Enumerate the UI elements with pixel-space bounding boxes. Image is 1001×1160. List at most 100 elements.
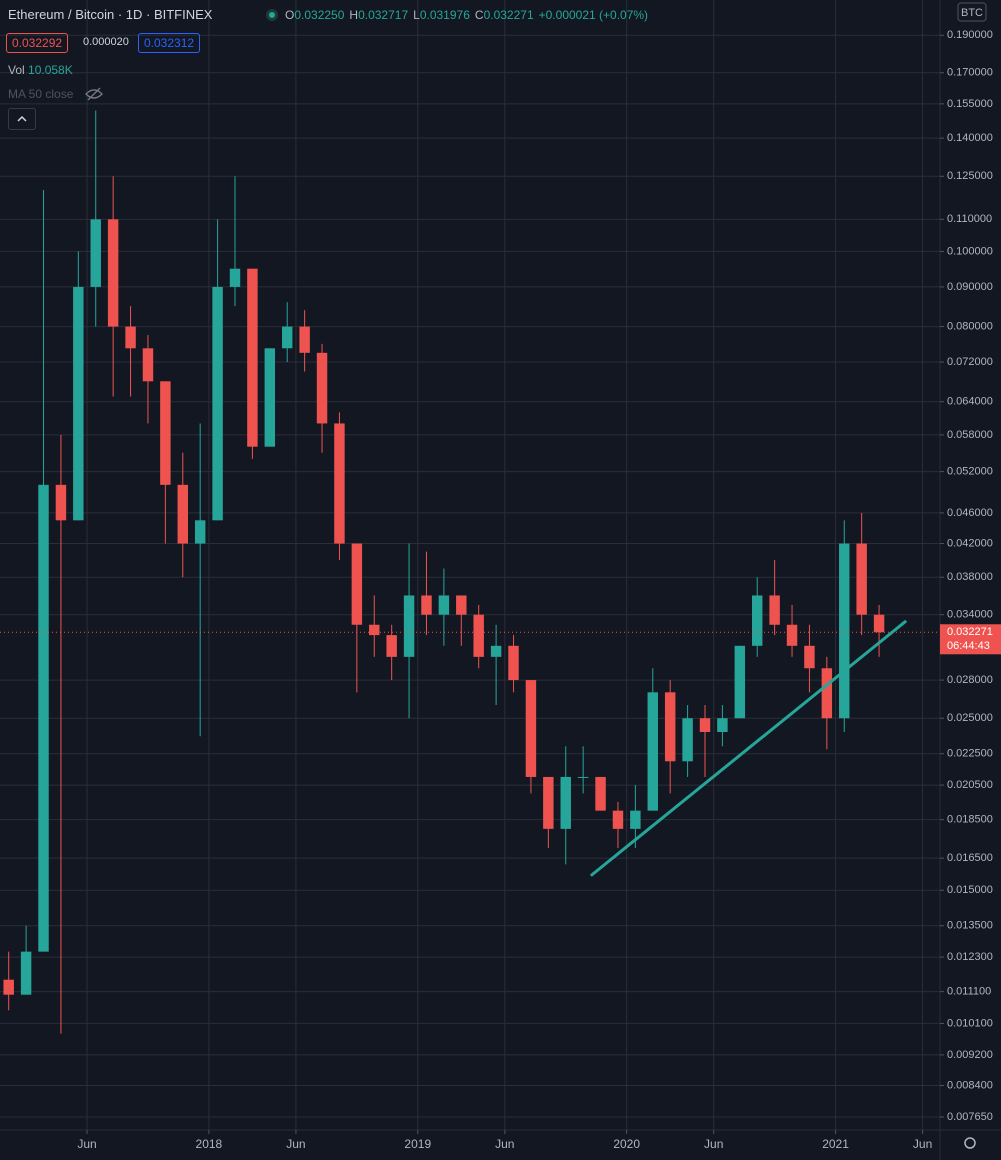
candle-body — [212, 286, 223, 521]
candle-body — [525, 680, 537, 777]
y-tick-label: 0.170000 — [947, 67, 993, 79]
ohlc-legend: O0.032250 H0.032717 L0.031976 C0.032271 +0.0… — [285, 8, 648, 22]
volume-legend: Vol 10.058K — [8, 63, 73, 77]
candle-body — [839, 543, 850, 719]
x-tick-label: 2018 — [196, 1137, 223, 1151]
countdown-label: 06:44:43 — [947, 640, 990, 652]
y-tick-label: 0.046000 — [947, 507, 993, 519]
ma-legend: MA 50 close — [8, 87, 74, 101]
y-tick-label: 0.064000 — [947, 396, 993, 408]
ohlc-change: +0.000021 (+0.07%) — [538, 8, 649, 22]
candle-body — [821, 668, 833, 719]
candle-body — [508, 645, 519, 681]
candle-body — [247, 268, 258, 447]
x-tick-label: Jun — [913, 1137, 932, 1151]
candle-body — [177, 484, 188, 544]
candle-body — [717, 718, 728, 732]
y-tick-label: 0.038000 — [947, 571, 993, 583]
x-tick-label: 2019 — [404, 1137, 431, 1151]
y-tick-label: 0.011100 — [947, 986, 991, 998]
candle-body — [3, 979, 14, 995]
ohlc-value: 0.032717 — [358, 8, 409, 22]
candle-body — [769, 595, 780, 625]
candle-body — [334, 423, 345, 544]
candle-body — [316, 352, 328, 424]
candle-body — [612, 810, 624, 829]
y-tick-label: 0.125000 — [947, 170, 993, 182]
y-tick-label: 0.072000 — [947, 356, 993, 368]
y-tick-label: 0.022500 — [947, 748, 993, 760]
candles — [0, 110, 940, 1034]
candle-body — [160, 381, 171, 485]
candle-body — [421, 595, 432, 615]
candle-body — [490, 645, 502, 657]
candle-body — [699, 718, 711, 732]
candle-body — [229, 268, 241, 287]
candle-body — [125, 326, 136, 349]
candle-body — [560, 776, 571, 829]
candle-body — [856, 543, 867, 615]
ohlc-key: L — [413, 8, 420, 22]
hidden-icon[interactable] — [84, 86, 104, 102]
candle-body — [38, 484, 49, 952]
y-tick-label: 0.025000 — [947, 712, 993, 724]
grid — [0, 0, 940, 1130]
candle-body — [595, 776, 606, 811]
currency-box[interactable] — [957, 2, 987, 22]
y-tick-label: 0.080000 — [947, 320, 993, 332]
candle-body — [786, 624, 798, 646]
x-tick-label: 2021 — [822, 1137, 849, 1151]
candle-body — [752, 595, 763, 646]
candle-body — [55, 484, 67, 521]
collapse-button[interactable] — [8, 108, 36, 130]
spread-box: 0.000020 — [83, 36, 129, 48]
candle-body — [369, 624, 380, 636]
candle-body — [456, 595, 467, 615]
candle-body — [73, 286, 84, 521]
candle-body — [403, 595, 415, 657]
candle-body — [264, 348, 276, 447]
candle-body — [142, 348, 154, 382]
y-tick-label: 0.013500 — [947, 920, 993, 932]
collapse-icon — [17, 115, 27, 122]
ohlc-key: O — [285, 8, 295, 22]
y-tick-label: 0.140000 — [947, 132, 993, 144]
candle-body — [682, 718, 693, 762]
y-tick-label: 0.015000 — [947, 884, 993, 896]
y-tick-label: 0.016500 — [947, 852, 993, 864]
ask-box[interactable]: 0.032312 — [138, 33, 201, 53]
volume-value: 10.058K — [28, 63, 73, 77]
candle-body — [577, 776, 589, 778]
y-tick-label: 0.010100 — [947, 1017, 993, 1029]
currency-label: BTC — [961, 7, 983, 19]
y-tick-label: 0.020500 — [947, 779, 993, 791]
candle-body — [107, 219, 119, 327]
x-tick-label: Jun — [286, 1137, 305, 1151]
settings-icon[interactable] — [964, 1137, 976, 1149]
ohlc-value: 0.032250 — [294, 8, 345, 22]
candle-body — [734, 645, 746, 719]
y-tick-label: 0.009200 — [947, 1049, 993, 1061]
y-tick-label: 0.058000 — [947, 429, 993, 441]
y-tick-label: 0.090000 — [947, 281, 993, 293]
y-tick-label: 0.052000 — [947, 466, 993, 478]
candle-body — [438, 595, 450, 615]
ohlc-value: 0.031976 — [419, 8, 470, 22]
x-tick-label: Jun — [495, 1137, 514, 1151]
status-dot — [266, 9, 278, 21]
candle-body — [473, 614, 484, 657]
last-price-tag — [940, 624, 1001, 655]
candle-body — [20, 951, 32, 995]
y-tick-label: 0.034000 — [947, 609, 993, 621]
bid-box[interactable]: 0.032292 — [6, 33, 69, 53]
candle-body — [299, 326, 310, 353]
ohlc-value: 0.032271 — [483, 8, 534, 22]
candle-body — [386, 635, 397, 657]
symbol-title: Ethereum / Bitcoin · 1D · BITFINEX — [8, 7, 213, 22]
y-tick-label: 0.007650 — [947, 1111, 993, 1123]
y-tick-label: 0.028000 — [947, 674, 993, 686]
x-tick-label: 2020 — [613, 1137, 640, 1151]
x-tick-label: Jun — [77, 1137, 96, 1151]
